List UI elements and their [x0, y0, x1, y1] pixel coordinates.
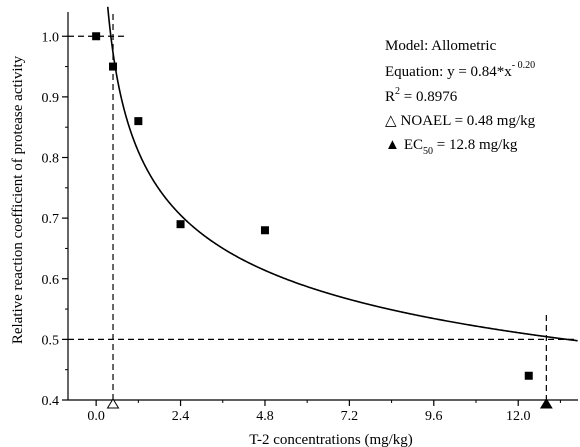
noael-marker-icon: [106, 398, 120, 409]
noael-symbol-icon: △: [385, 113, 397, 129]
noael-text: NOAEL = 0.48 mg/kg: [401, 113, 536, 129]
y-tick-label: 0.9: [42, 91, 60, 106]
reference-lines: [68, 14, 578, 400]
data-point: [260, 226, 269, 235]
axes: [67, 12, 578, 401]
ticks: 0.0 2.4 4.8 7.2 9.6 12.0 0.4 0.5 0.6 0.7 0.8 0.9 1.0: [42, 30, 561, 424]
x-tick-label: 4.8: [256, 409, 274, 424]
ec50-value: = 12.8 mg/kg: [433, 137, 518, 153]
data-point: [92, 32, 101, 41]
ec50-label: ▲ EC50 = 12.8 mg/kg: [385, 137, 518, 157]
y-tick-label: 0.4: [42, 394, 60, 409]
data-point: [134, 117, 143, 126]
x-tick-label: 2.4: [172, 409, 190, 424]
data-point: [524, 371, 533, 380]
x-axis-title: T-2 concentrations (mg/kg): [249, 432, 413, 447]
r2-value: = 0.8976: [400, 89, 458, 105]
equation-prefix: Equation: y = 0.84*x: [385, 64, 512, 80]
r2-prefix: R: [385, 89, 395, 105]
x-tick-label: 9.6: [425, 409, 443, 424]
data-point: [109, 62, 118, 71]
x-tick-label: 12.0: [506, 409, 531, 424]
ec50-prefix: EC: [404, 137, 423, 153]
annotation-block: Model: Allometric Equation: y = 0.84*x- …: [385, 38, 536, 157]
ec50-symbol-icon: ▲: [385, 137, 400, 153]
r-squared-label: R2 = 0.8976: [385, 86, 458, 105]
noael-label: △ NOAEL = 0.48 mg/kg: [385, 113, 536, 129]
fit-curve: [106, 6, 578, 342]
x-tick-label: 7.2: [341, 409, 359, 424]
equation-exponent: - 0.20: [512, 60, 535, 71]
y-tick-label: 0.5: [42, 333, 60, 348]
equation-label: Equation: y = 0.84*x- 0.20: [385, 60, 535, 80]
r2-superscript: 2: [395, 86, 400, 97]
y-tick-label: 0.6: [42, 273, 60, 288]
y-tick-label: 0.7: [42, 212, 60, 227]
x-tick-label: 0.0: [87, 409, 105, 424]
ec50-marker-icon: [539, 398, 553, 409]
y-tick-label: 1.0: [42, 30, 60, 45]
data-point: [176, 220, 185, 229]
model-label: Model: Allometric: [385, 38, 497, 54]
ec50-subscript: 50: [423, 146, 433, 157]
threshold-markers: [106, 398, 553, 409]
data-points: [92, 32, 533, 380]
y-tick-label: 0.8: [42, 152, 60, 167]
y-axis-title: Relative reaction coefficient of proteas…: [10, 55, 26, 344]
fit-curve-layer: [106, 6, 578, 342]
